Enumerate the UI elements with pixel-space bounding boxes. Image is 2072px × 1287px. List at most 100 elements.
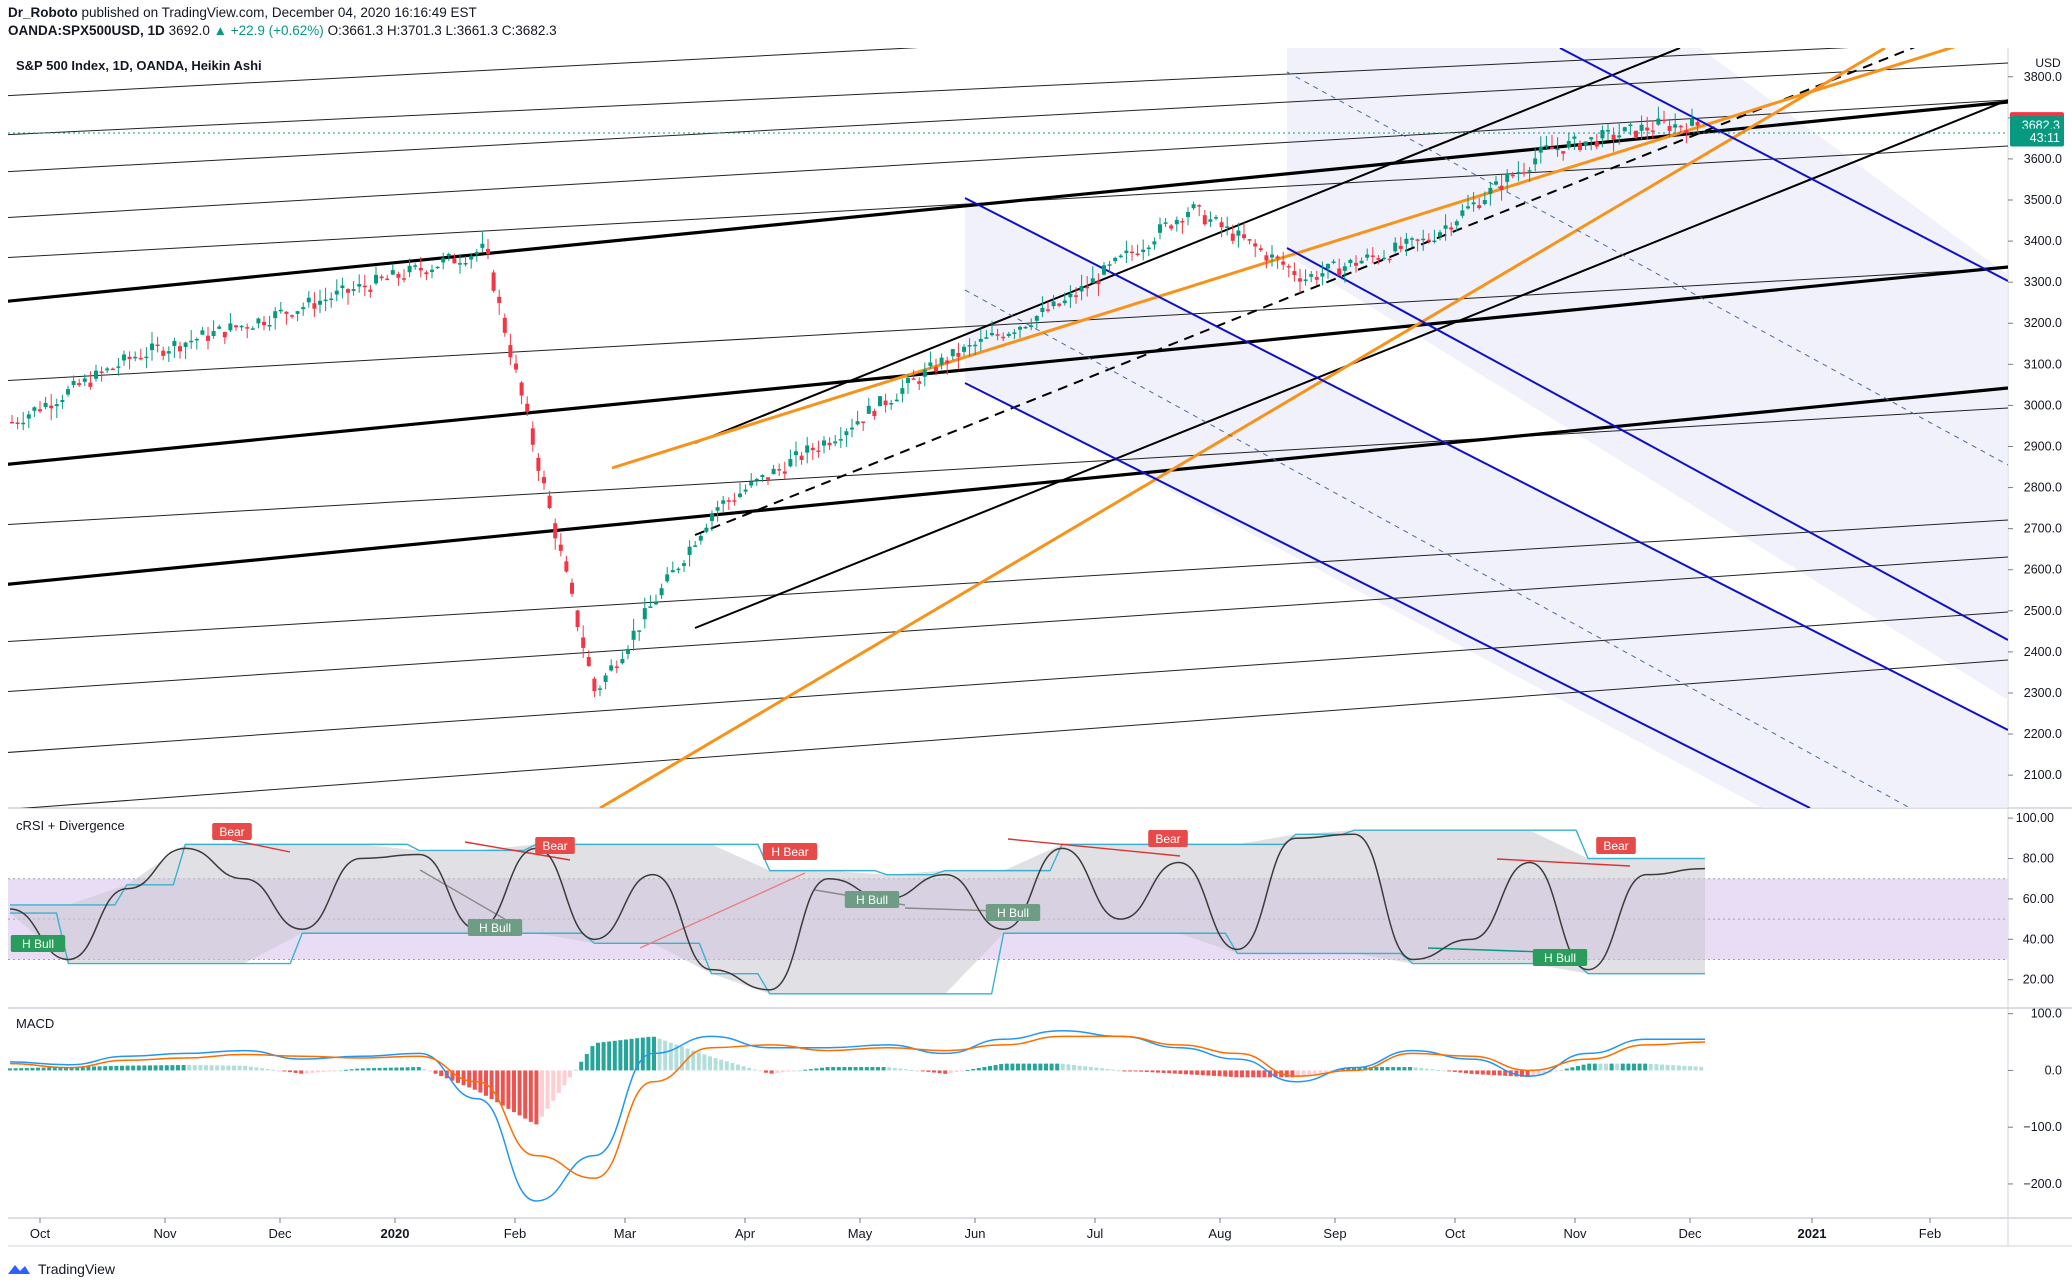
candle-body	[1449, 227, 1454, 230]
macd-histogram-bar	[540, 1070, 544, 1117]
candle-body	[883, 400, 888, 406]
candle-body	[1113, 257, 1118, 262]
macd-histogram-bar	[220, 1065, 225, 1071]
candle-body	[855, 421, 860, 425]
macd-histogram-bar	[1251, 1070, 1256, 1078]
symbol-info-line: OANDA:SPX500USD, 1D 3692.0 ▲ +22.9 (+0.6…	[8, 23, 557, 38]
macd-histogram-bar	[1060, 1063, 1065, 1071]
candle-body	[138, 357, 143, 360]
candle-body	[211, 331, 216, 336]
macd-histogram-bar	[1189, 1070, 1194, 1075]
macd-histogram-bar	[629, 1038, 634, 1071]
macd-histogram-bar	[86, 1066, 91, 1071]
macd-histogram-bar	[1217, 1070, 1222, 1077]
macd-histogram-bar	[1044, 1063, 1048, 1071]
macd-histogram-bar	[920, 1070, 925, 1072]
macd-histogram-bar	[1436, 1069, 1440, 1071]
macd-histogram-bar	[870, 1067, 875, 1071]
candle-body	[1398, 245, 1403, 249]
candle-body	[1191, 204, 1196, 209]
candle-body	[626, 648, 630, 654]
candle-body	[435, 266, 440, 269]
tradingview-logo[interactable]: TradingView	[6, 1259, 115, 1279]
candle-body	[1690, 118, 1694, 126]
candle-body	[777, 468, 782, 471]
divergence-label: H Bull	[479, 921, 511, 935]
macd-histogram-bar	[1038, 1063, 1043, 1071]
main-drawings	[8, 48, 2008, 808]
candle-body	[1258, 248, 1263, 251]
macd-histogram-bar	[640, 1037, 645, 1071]
macd-histogram-bar	[1296, 1070, 1300, 1077]
macd-pane-title: MACD	[16, 1016, 54, 1031]
candle-body	[172, 340, 177, 347]
macd-tick-label: −200.0	[2023, 1177, 2062, 1191]
price-tick-label: 3000.0	[2024, 398, 2062, 412]
time-tick-label: Dec	[1678, 1226, 1702, 1241]
candle-body	[1365, 254, 1370, 258]
candle-body	[290, 315, 294, 317]
candle-body	[514, 363, 518, 370]
pitchfork-zone-1	[965, 198, 2008, 808]
divergence-label: Bear	[219, 825, 244, 839]
macd-histogram-bar	[176, 1065, 180, 1071]
macd-histogram-bar	[1245, 1070, 1250, 1078]
macd-tick-label: −100.0	[2023, 1120, 2062, 1134]
candle-body	[474, 251, 479, 255]
macd-histogram-bar	[467, 1070, 472, 1088]
candle-body	[978, 338, 983, 342]
candle-body	[77, 383, 82, 386]
candle-body	[1354, 262, 1358, 266]
macd-histogram-bar	[428, 1070, 432, 1072]
candle-body	[1443, 225, 1448, 229]
candle-body	[525, 403, 530, 412]
candle-body	[838, 439, 843, 441]
time-tick-label: Oct	[1445, 1226, 1466, 1241]
macd-histogram-bar	[450, 1070, 455, 1081]
author-name[interactable]: Dr_Roboto	[8, 5, 78, 20]
macd-histogram-bar	[192, 1065, 197, 1071]
macd-histogram-bar	[1318, 1070, 1323, 1073]
macd-histogram-bar	[926, 1070, 931, 1072]
candle-body	[1236, 230, 1241, 236]
macd-histogram-bar	[131, 1065, 136, 1071]
macd-histogram-bar	[691, 1050, 696, 1071]
candle-body	[654, 602, 658, 605]
symbol-name[interactable]: OANDA:SPX500USD, 1D	[8, 23, 165, 38]
candle-body	[396, 273, 401, 278]
macd-histogram-bar	[1240, 1070, 1244, 1078]
macd-histogram-bar	[1525, 1070, 1530, 1078]
candle-body	[1230, 233, 1235, 241]
candle-body	[850, 427, 854, 430]
macd-histogram-bar	[1223, 1070, 1228, 1077]
candle-body	[603, 675, 608, 682]
macd-histogram-bar	[1604, 1063, 1608, 1071]
macd-histogram-bar	[584, 1053, 589, 1071]
candle-body	[88, 382, 93, 387]
time-axis[interactable]: Oct Nov Dec 2020 Feb Mar Apr May Jun Jul Aug Sep Oct…	[30, 1218, 1941, 1241]
macd-histogram-bar	[943, 1070, 948, 1074]
candle-body	[732, 500, 737, 502]
macd-histogram-bar	[780, 1070, 785, 1073]
candle-body	[1639, 124, 1644, 131]
price-axis[interactable]: 2100.0 2200.0 2300.0 2400.0 2500.0 2600.0 2700…	[2008, 70, 2062, 782]
candle-body	[267, 325, 272, 327]
price-change: ▲ +22.9 (+0.62%)	[213, 23, 324, 38]
candle-body	[206, 335, 210, 341]
candle-body	[878, 396, 882, 407]
candle-body	[334, 290, 339, 295]
candle-body	[827, 442, 832, 446]
candle-body	[469, 256, 474, 260]
parallel-lines	[8, 48, 2008, 808]
macd-histogram-bar	[915, 1070, 920, 1072]
macd-histogram-bar	[708, 1056, 712, 1071]
chart-canvas[interactable]: S&P 500 Index, 1D, OANDA, Heikin Ashi 21…	[0, 0, 2072, 1250]
divergence-label: H Bull	[856, 893, 888, 907]
candle-body	[782, 471, 787, 474]
macd-histogram-bar	[41, 1067, 46, 1071]
blue-pitchfork	[964, 48, 2008, 808]
candle-body	[570, 582, 574, 594]
macd-histogram-bar	[1357, 1067, 1362, 1071]
macd-histogram-bar	[1021, 1063, 1026, 1071]
macd-histogram-bar	[1626, 1063, 1631, 1071]
